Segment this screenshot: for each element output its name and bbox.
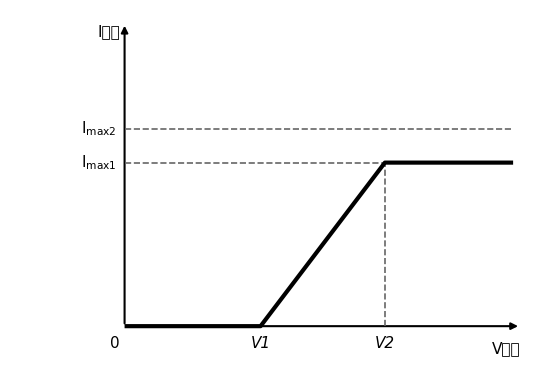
Text: V2: V2 [375, 337, 395, 351]
Text: I均衡: I均衡 [98, 25, 121, 40]
Text: 0: 0 [110, 337, 120, 351]
Text: V单体: V单体 [492, 342, 521, 356]
Text: $\mathregular{I_{max1}}$: $\mathregular{I_{max1}}$ [81, 153, 117, 172]
Text: V1: V1 [250, 337, 270, 351]
Text: $\mathregular{I_{max2}}$: $\mathregular{I_{max2}}$ [81, 119, 117, 138]
